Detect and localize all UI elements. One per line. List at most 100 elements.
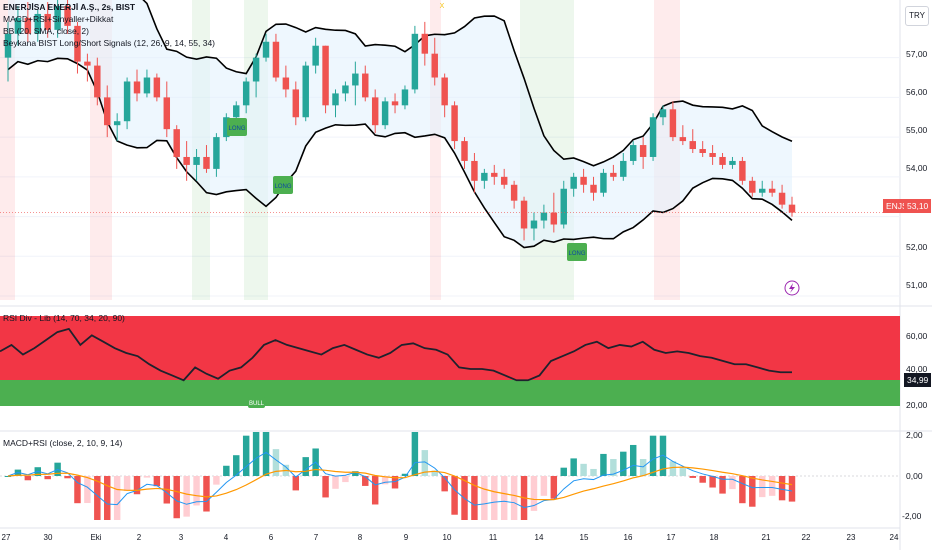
candle-body: [550, 212, 558, 225]
macd-histogram-bar: [491, 476, 498, 520]
macd-histogram-bar: [679, 468, 687, 476]
price-axis-label: 51,00: [906, 280, 928, 290]
candle-body: [381, 101, 389, 126]
macd-histogram-bar: [401, 473, 409, 476]
long-signal-marker: [567, 243, 587, 261]
candle-body: [302, 65, 309, 118]
macd-histogram-bar: [709, 476, 716, 488]
macd-histogram-bar: [381, 476, 389, 485]
indicator-beykana[interactable]: Beykana BIST Long/Short Signals (12, 26,…: [3, 38, 216, 48]
macd-histogram-bar: [719, 476, 726, 494]
candle-body: [84, 61, 91, 66]
time-axis-label: 4: [224, 533, 229, 542]
last-price-badge: 53,10: [904, 199, 932, 213]
candle-body: [183, 156, 190, 165]
macd-axis-label: 2,00: [906, 430, 923, 440]
macd-histogram-bar: [649, 435, 657, 476]
candle-body: [649, 117, 657, 157]
candle-body: [689, 141, 696, 150]
candle-body: [570, 176, 577, 189]
macd-histogram-bar: [193, 476, 200, 506]
signal-zone: [0, 0, 15, 300]
candle-body: [123, 81, 131, 122]
macd-histogram-bar: [123, 476, 131, 492]
indicator-macd-rsi[interactable]: MACD+RSI+Sinyaller+Dikkat: [3, 14, 114, 24]
candle-body: [242, 81, 250, 106]
macd-histogram-bar: [143, 476, 151, 478]
macd-histogram-bar: [113, 476, 121, 520]
candle-body: [74, 25, 81, 62]
candle-body: [292, 89, 300, 118]
candle-body: [342, 85, 349, 94]
candle-body: [223, 117, 230, 138]
time-axis-label: 24: [890, 533, 899, 542]
macd-histogram-bar: [788, 476, 796, 502]
macd-histogram-bar: [768, 476, 776, 496]
time-axis-label: 8: [358, 533, 363, 542]
candle-body: [431, 53, 438, 78]
macd-axis-label: 0,00: [906, 471, 923, 481]
macd-histogram-bar: [739, 476, 746, 504]
candle-body: [233, 105, 240, 118]
currency-button[interactable]: TRY: [905, 6, 929, 26]
time-axis-label: 21: [762, 533, 771, 542]
alert-lightning-icon: [784, 280, 800, 296]
macd-histogram-bar: [64, 476, 71, 479]
candle-body: [153, 77, 161, 98]
symbol-title: ENERJİSA ENERJİ A.Ş., 2s, BIST: [3, 2, 136, 12]
x-marker: X: [440, 3, 445, 10]
macd-histogram-bar: [620, 451, 627, 476]
macd-histogram-bar: [481, 476, 488, 520]
candle-body: [510, 184, 518, 201]
macd-histogram-bar: [471, 476, 478, 520]
candle-body: [451, 105, 458, 142]
macd-histogram-bar: [213, 476, 220, 485]
macd-histogram-bar: [233, 455, 240, 476]
macd-pane-title[interactable]: MACD+RSI (close, 2, 10, 9, 14): [3, 438, 123, 448]
macd-histogram-bar: [689, 476, 696, 478]
macd-histogram-bar: [431, 470, 438, 476]
rsi-axis-label: 40,00: [906, 364, 928, 374]
macd-histogram-bar: [322, 476, 329, 498]
candle-body: [104, 97, 111, 126]
macd-histogram-bar: [371, 476, 379, 505]
long-signal-label: LONG: [568, 251, 585, 257]
macd-histogram-bar: [153, 476, 161, 487]
candle-body: [639, 145, 647, 157]
macd-histogram-bar: [4, 476, 12, 477]
candle-body: [709, 153, 716, 157]
candle-body: [272, 41, 280, 78]
indicator-bb[interactable]: BB (20, SMA, close, 2): [3, 26, 89, 36]
candle-body: [143, 77, 151, 94]
rsi-line: [0, 327, 792, 382]
candle-body: [620, 160, 627, 177]
candle-body: [391, 101, 399, 106]
rsi-overbought-zone: [0, 316, 900, 380]
alert-lightning-glyph: [789, 283, 795, 293]
macd-histogram-bar: [610, 459, 617, 476]
candle-body: [352, 73, 359, 86]
candle-body: [659, 109, 667, 118]
rsi-pane-title[interactable]: RSI Div - Lib (14, 70, 34, 20, 90): [3, 313, 125, 323]
macd-histogram-bar: [778, 476, 786, 501]
macd-histogram-bar: [540, 476, 548, 496]
time-axis-label: 18: [710, 533, 719, 542]
macd-histogram-bar: [411, 432, 419, 476]
candle-body: [679, 137, 687, 142]
macd-histogram-bar: [362, 476, 369, 486]
candle-body: [580, 176, 587, 185]
macd-histogram-bar: [242, 435, 250, 476]
candle-body: [252, 57, 260, 82]
macd-histogram-bar: [749, 476, 756, 507]
candle-body: [24, 17, 32, 34]
candle-body: [54, 6, 61, 30]
time-axis-label: 7: [314, 533, 319, 542]
bollinger-upper: [142, 0, 793, 167]
candle-body: [778, 192, 786, 205]
time-axis-label: 14: [535, 533, 544, 542]
macd-histogram-bar: [84, 476, 91, 504]
candle-body: [14, 17, 22, 34]
macd-histogram-bar: [550, 476, 558, 499]
candle-body: [729, 160, 736, 165]
